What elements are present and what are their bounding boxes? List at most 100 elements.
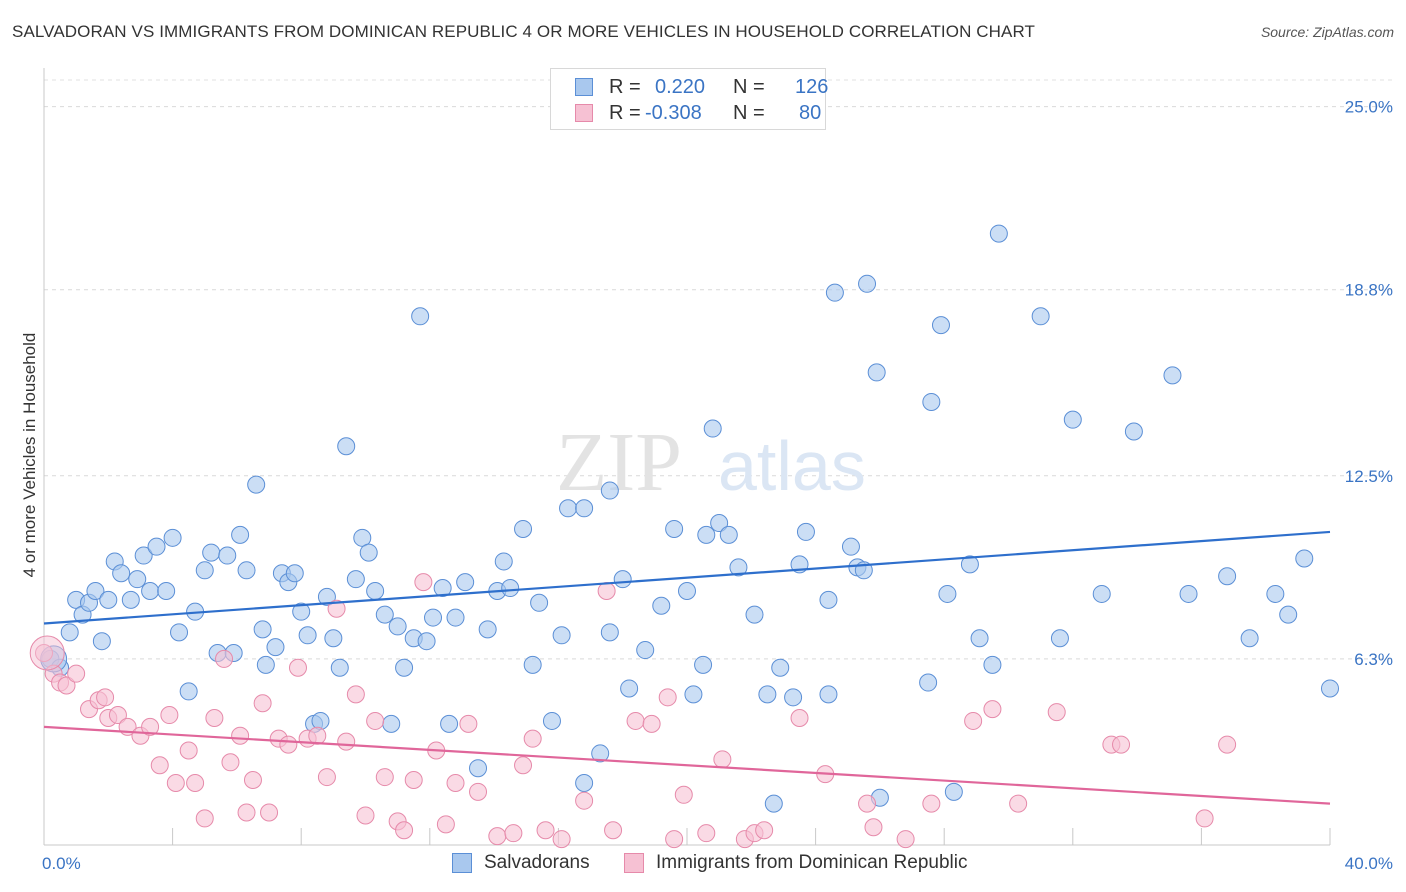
salvadoran-point-67 bbox=[542, 711, 561, 730]
salvadoran-point-42 bbox=[337, 437, 356, 456]
salvadoran-point-55 bbox=[433, 579, 452, 598]
dominican-point-74 bbox=[983, 700, 1002, 719]
salvadoran-point-34 bbox=[285, 564, 304, 583]
bottom-legend-label: Immigrants from Dominican Republic bbox=[656, 852, 968, 873]
salvadoran-point-86 bbox=[719, 525, 738, 544]
salvadoran-point-24 bbox=[218, 546, 237, 565]
dominican-point-38 bbox=[375, 768, 394, 787]
dominican-point-13 bbox=[150, 756, 169, 775]
salvadoran-point-35 bbox=[292, 602, 311, 621]
dominican-point-29 bbox=[288, 658, 307, 677]
dominican-point-73 bbox=[964, 711, 983, 730]
bottom-legend-label: Salvadorans bbox=[484, 852, 590, 873]
salvadoran-point-68 bbox=[552, 626, 571, 645]
dominican-point-16 bbox=[179, 741, 198, 760]
salvadoran-point-40 bbox=[324, 629, 343, 648]
dominican-point-31 bbox=[308, 726, 327, 745]
salvadoran-point-6 bbox=[86, 581, 105, 600]
dominican-point-76 bbox=[1047, 703, 1066, 722]
dominican-point-19 bbox=[205, 708, 224, 727]
salvadoran-point-39 bbox=[317, 587, 336, 606]
salvadoran-point-100 bbox=[858, 274, 877, 293]
legend-swatch-blue bbox=[575, 78, 593, 96]
salvadoran-point-12 bbox=[128, 570, 147, 589]
dominican-point-15 bbox=[166, 773, 185, 792]
dominican-point-45 bbox=[446, 773, 465, 792]
dominican-point-52 bbox=[536, 821, 555, 840]
salvadoran-point-71 bbox=[575, 499, 594, 518]
salvadoran-point-75 bbox=[613, 570, 632, 589]
salvadoran-point-21 bbox=[195, 561, 214, 580]
dominican-point-53 bbox=[552, 830, 571, 849]
legend-r-label: R = bbox=[609, 76, 641, 98]
watermark-zip: ZIP bbox=[556, 416, 682, 509]
salvadoran-point-98 bbox=[841, 537, 860, 556]
salvadoran-point-38 bbox=[311, 711, 330, 730]
dominican-point-71 bbox=[896, 830, 915, 849]
salvadoran-point-85 bbox=[710, 514, 729, 533]
salvadorans-points bbox=[40, 224, 1339, 813]
dominican-point-41 bbox=[404, 771, 423, 790]
dominican-point-79 bbox=[1195, 809, 1214, 828]
y-axis-title: 4 or more Vehicles in Household bbox=[20, 333, 39, 578]
dominican-point-63 bbox=[713, 750, 732, 769]
salvadoran-point-106 bbox=[931, 316, 950, 335]
salvadoran-point-111 bbox=[983, 655, 1002, 674]
salvadoran-point-92 bbox=[784, 688, 803, 707]
salvadoran-point-69 bbox=[559, 499, 578, 518]
dominican-point-4 bbox=[67, 664, 86, 683]
salvadoran-point-82 bbox=[694, 655, 713, 674]
salvadoran-point-22 bbox=[202, 543, 221, 562]
dominican-point-12 bbox=[141, 717, 160, 736]
dominican-point-32 bbox=[317, 768, 336, 787]
watermark-atlas: atlas bbox=[718, 427, 866, 505]
salvadoran-point-117 bbox=[1124, 422, 1143, 441]
legend-n-label: N = bbox=[733, 76, 765, 98]
dominican-point-78 bbox=[1112, 735, 1131, 754]
salvadoran-point-123 bbox=[1279, 605, 1298, 624]
dominican-point-54 bbox=[575, 791, 594, 810]
dominican-point-9 bbox=[108, 706, 127, 725]
salvadoran-point-80 bbox=[678, 581, 696, 600]
salvadoran-point-94 bbox=[796, 522, 815, 541]
dominican-point-46 bbox=[459, 714, 478, 733]
y-tick-label-1: 12.5% bbox=[1345, 467, 1393, 486]
salvadoran-point-46 bbox=[366, 581, 385, 600]
salvadoran-point-27 bbox=[237, 561, 256, 580]
legend-swatch-pink bbox=[575, 104, 593, 122]
dominican-point-34 bbox=[337, 732, 356, 751]
chart-title: SALVADORAN VS IMMIGRANTS FROM DOMINICAN … bbox=[12, 22, 1036, 41]
dominican-point-23 bbox=[237, 803, 256, 822]
dominican-point-69 bbox=[858, 794, 877, 813]
y-tick-label-2: 18.8% bbox=[1345, 281, 1393, 300]
stats-legend: R = 0.220 N = 126 R = -0.308 N = 80 bbox=[550, 68, 829, 130]
dominican-point-55 bbox=[597, 581, 616, 600]
bottom-swatch-blue bbox=[452, 853, 472, 873]
salvadoran-point-109 bbox=[960, 555, 979, 574]
salvadoran-point-11 bbox=[121, 590, 140, 609]
dominican-point-80 bbox=[1218, 735, 1237, 754]
salvadoran-point-105 bbox=[919, 673, 938, 692]
dominican-point-3 bbox=[57, 676, 76, 695]
salvadoran-point-47 bbox=[375, 605, 394, 624]
salvadoran-point-113 bbox=[1031, 307, 1050, 326]
legend-n-value: 126 bbox=[795, 76, 829, 98]
dominican-point-7 bbox=[96, 688, 115, 707]
dominican-point-25 bbox=[253, 694, 272, 713]
salvadoran-point-52 bbox=[411, 307, 430, 326]
tick-labels: 6.3% 12.5% 18.8% 25.0% 0.0% 40.0% bbox=[42, 98, 1393, 873]
salvadoran-point-124 bbox=[1295, 549, 1314, 568]
dominican-point-14 bbox=[160, 706, 179, 725]
salvadoran-point-120 bbox=[1218, 567, 1237, 586]
salvadoran-point-41 bbox=[330, 658, 349, 677]
dominican-point-51 bbox=[523, 729, 542, 748]
legend-n-value: 80 bbox=[799, 102, 822, 124]
dominican-point-59 bbox=[658, 688, 677, 707]
salvadoran-point-114 bbox=[1050, 629, 1069, 648]
watermark: ZIP atlas bbox=[556, 416, 866, 509]
dominican-point-33 bbox=[327, 599, 346, 618]
salvadoran-point-45 bbox=[359, 543, 378, 562]
dominican-point-37 bbox=[366, 711, 385, 730]
salvadoran-point-72 bbox=[591, 744, 610, 763]
dominican-point-62 bbox=[697, 824, 716, 843]
